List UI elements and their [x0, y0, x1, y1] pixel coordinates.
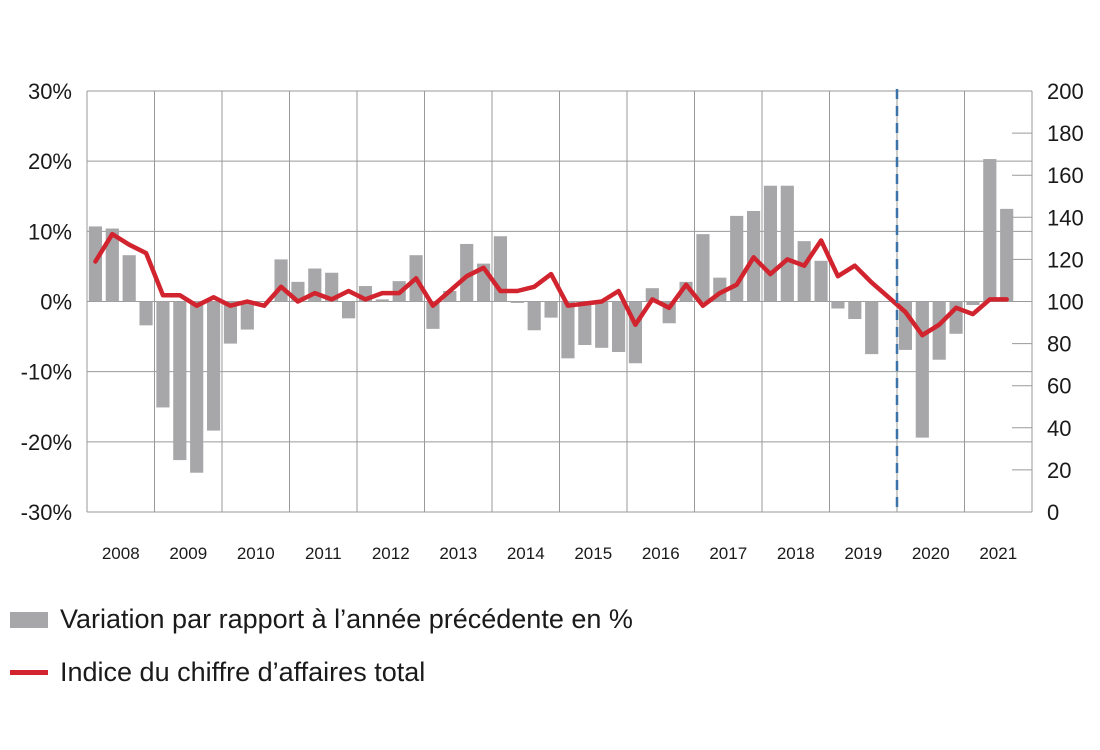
bar — [544, 301, 558, 318]
bar — [932, 301, 946, 360]
bar — [173, 301, 187, 461]
legend-item-bars: Variation par rapport à l’année précéden… — [10, 604, 633, 635]
right-tick-label: 80 — [1047, 332, 1071, 357]
bar — [190, 301, 204, 473]
year-label: 2011 — [305, 544, 342, 563]
right-tick-label: 180 — [1047, 121, 1084, 146]
bar — [122, 255, 136, 302]
left-tick-label: -30% — [21, 500, 72, 525]
bar — [223, 301, 238, 344]
legend-label-bars: Variation par rapport à l’année précéden… — [60, 604, 633, 634]
bar — [865, 301, 879, 355]
bar — [527, 301, 541, 331]
grid — [86, 90, 1033, 513]
bar — [780, 185, 794, 302]
bar — [561, 301, 575, 359]
year-label: 2010 — [237, 544, 275, 563]
bar — [257, 301, 271, 302]
left-tick-label: 10% — [28, 219, 72, 244]
legend-item-line: Indice du chiffre d’affaires total — [10, 657, 425, 688]
bar — [881, 301, 896, 302]
year-label: 2017 — [709, 544, 747, 563]
legend-swatch-line — [10, 670, 48, 675]
bar — [325, 272, 339, 302]
bar — [206, 301, 221, 431]
year-label: 2009 — [169, 544, 207, 563]
left-tick-label: -20% — [21, 430, 72, 455]
year-label: 2014 — [507, 544, 545, 563]
right-tick-label: 100 — [1047, 290, 1084, 315]
bar — [595, 301, 609, 348]
bar — [341, 301, 356, 319]
bar — [139, 301, 153, 326]
left-tick-label: 0% — [40, 290, 72, 315]
bar — [240, 301, 254, 330]
bar — [1000, 208, 1014, 302]
bar — [443, 290, 457, 302]
right-tick-label: 140 — [1047, 205, 1084, 230]
left-tick-label: -10% — [21, 360, 72, 385]
x-axis: 2008 2009 2010 2011 2012 2013 2014 2015 2016 2017… — [102, 544, 1017, 563]
bar — [983, 159, 997, 302]
bar — [460, 243, 474, 302]
year-label: 2020 — [912, 544, 950, 563]
right-tick-label: 160 — [1047, 163, 1084, 188]
bar — [966, 301, 980, 306]
bar — [88, 226, 103, 302]
bar — [426, 301, 440, 329]
bar — [797, 241, 811, 302]
legend-label-line: Indice du chiffre d’affaires total — [60, 657, 426, 687]
bar — [156, 301, 170, 408]
bar — [831, 301, 845, 309]
year-label: 2016 — [642, 544, 680, 563]
bar — [915, 301, 929, 438]
year-label: 2021 — [979, 544, 1017, 563]
bar — [611, 301, 626, 353]
bar — [645, 288, 659, 302]
legend-swatch-bars — [10, 611, 48, 628]
bar — [814, 260, 828, 302]
right-tick-label: 20 — [1047, 458, 1071, 483]
right-tick-label: 40 — [1047, 416, 1071, 441]
bar — [763, 185, 778, 302]
right-tick-label: 200 — [1047, 79, 1084, 104]
right-tick-label: 0 — [1047, 500, 1059, 525]
year-label: 2013 — [439, 544, 477, 563]
year-label: 2008 — [102, 544, 140, 563]
bar — [578, 301, 592, 346]
bar — [696, 234, 710, 302]
bar — [510, 301, 524, 303]
left-axis: 30% 20% 10% 0% -10% -20% -30% — [21, 79, 72, 525]
right-tick-label: 120 — [1047, 247, 1084, 272]
year-label: 2012 — [372, 544, 410, 563]
bar — [375, 299, 389, 302]
left-tick-label: 20% — [28, 149, 72, 174]
line-series — [93, 231, 1009, 338]
bar-series — [88, 159, 1014, 473]
year-label: 2018 — [777, 544, 815, 563]
left-tick-label: 30% — [28, 79, 72, 104]
year-label: 2015 — [574, 544, 612, 563]
bar — [848, 301, 862, 320]
right-tick-label: 60 — [1047, 374, 1071, 399]
bar — [105, 228, 119, 302]
year-label: 2019 — [844, 544, 882, 563]
